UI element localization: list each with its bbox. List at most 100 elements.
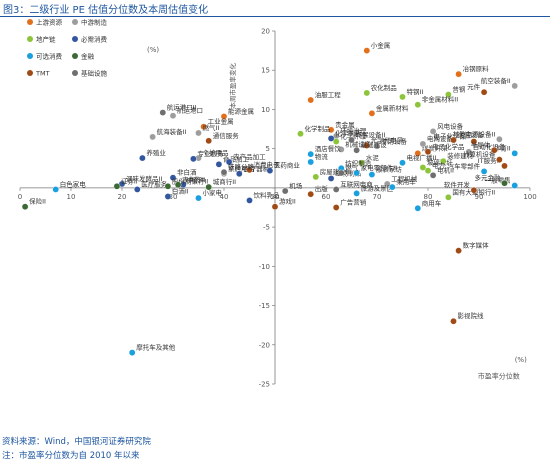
point-label: 一般零售: [485, 176, 511, 185]
data-point: [455, 247, 462, 254]
data-point: [169, 112, 177, 120]
data-point: [424, 167, 432, 174]
data-point: [21, 203, 29, 211]
data-point: [363, 89, 371, 97]
data-point: [337, 169, 345, 177]
x-tick-label: 40: [220, 193, 229, 201]
data-point: [266, 167, 274, 174]
point-label: 航运港口: [177, 106, 203, 115]
legend-marker: [72, 70, 78, 76]
data-point: [511, 82, 519, 90]
data-point: [307, 158, 315, 166]
point-label: 保险II: [29, 197, 46, 206]
data-point: [480, 168, 488, 175]
title-divider: [0, 16, 550, 17]
data-point: [490, 146, 498, 154]
point-label: 影视院线: [458, 311, 485, 320]
point-label: 贵金属: [335, 120, 355, 129]
data-point: [388, 183, 396, 191]
x-tick-label: 50: [271, 193, 280, 201]
data-point: [501, 162, 508, 170]
data-point: [429, 128, 437, 135]
point-label: 农商行II: [182, 175, 205, 184]
x-unit-label: (%): [515, 356, 527, 364]
data-point: [281, 187, 289, 195]
point-label: 商用车: [422, 198, 442, 207]
data-point: [307, 150, 315, 158]
data-point: [353, 169, 360, 177]
data-point: [414, 101, 422, 109]
point-label: 物流: [315, 152, 329, 161]
figure-header: 图3：二级行业 PE 估值分位数及本周估值变化: [0, 0, 550, 17]
legend-marker: [27, 53, 33, 59]
data-point: [205, 183, 212, 191]
point-label: 小家电: [203, 188, 223, 197]
point-label: 多元金融: [475, 173, 502, 182]
data-point: [195, 194, 202, 202]
x-axis-label: 市盈率分位数: [478, 372, 520, 381]
data-point: [128, 349, 136, 356]
data-point: [332, 186, 340, 193]
legend-marker: [72, 53, 78, 59]
data-point: [470, 138, 478, 145]
data-point: [205, 137, 212, 145]
point-label: 证券II: [121, 176, 138, 185]
point-label: 纺织制造: [345, 158, 372, 167]
point-label: 调味发酵品II: [126, 174, 162, 183]
x-tick-label: 20: [118, 193, 127, 201]
data-point: [419, 164, 427, 171]
data-point: [445, 194, 452, 201]
x-tick-label: 70: [373, 193, 382, 201]
point-label: 广告营销: [340, 198, 367, 207]
point-label: 环境治理: [340, 126, 367, 135]
data-point: [353, 146, 360, 154]
data-point: [373, 143, 381, 150]
point-label: 金属新材料: [376, 103, 409, 112]
point-label: 通信设备: [458, 130, 485, 139]
y-tick-label: -15: [259, 302, 270, 310]
point-label: 酒店餐饮: [315, 144, 342, 153]
point-label: 专业服务: [197, 149, 224, 158]
data-point: [383, 180, 391, 188]
y-tick-label: -10: [259, 263, 270, 271]
point-label: 养殖业: [146, 148, 166, 157]
data-point: [414, 204, 422, 212]
x-tick-label: 100: [523, 193, 536, 201]
point-label: IT服务II: [478, 156, 501, 165]
data-point: [225, 158, 233, 166]
point-label: 数字媒体: [463, 241, 490, 250]
point-label: 专用设备: [381, 136, 408, 145]
point-label: 装修建材: [447, 151, 474, 160]
point-label: 生物制品: [335, 168, 361, 177]
point-label: 冶钢原料: [463, 64, 490, 73]
point-label: 服装家纺: [376, 165, 403, 174]
legend-label: 上游资源: [36, 18, 63, 27]
point-label: 家居用品: [228, 164, 254, 173]
x-tick-label: 60: [322, 193, 331, 201]
data-point: [348, 136, 355, 144]
data-point: [200, 123, 207, 131]
y-tick-label: -5: [263, 224, 270, 232]
data-point: [511, 182, 519, 189]
data-point: [501, 179, 508, 187]
point-label: 白酒II: [172, 187, 189, 196]
data-point: [429, 172, 437, 179]
point-label: 机场: [289, 181, 303, 190]
data-point: [169, 174, 177, 181]
footnote: 注：市盈率分位数为自 2010 年以来: [2, 451, 140, 461]
data-point: [113, 183, 121, 190]
data-point: [470, 186, 478, 194]
legend-label: 可选消费: [36, 52, 63, 61]
legend-label: 中游制造: [81, 18, 108, 27]
point-label: 化学制药: [335, 128, 362, 137]
point-label: 计算机设备: [463, 150, 496, 159]
point-label: 消费电子: [254, 160, 281, 169]
data-point: [496, 135, 503, 143]
point-label: 出版: [315, 184, 329, 193]
legend-label: 必需消费: [81, 35, 108, 44]
point-label: 工程机械: [391, 174, 418, 183]
y-tick-label: -25: [259, 381, 270, 389]
point-label: 互联网电商: [340, 179, 373, 188]
data-point: [368, 171, 376, 178]
